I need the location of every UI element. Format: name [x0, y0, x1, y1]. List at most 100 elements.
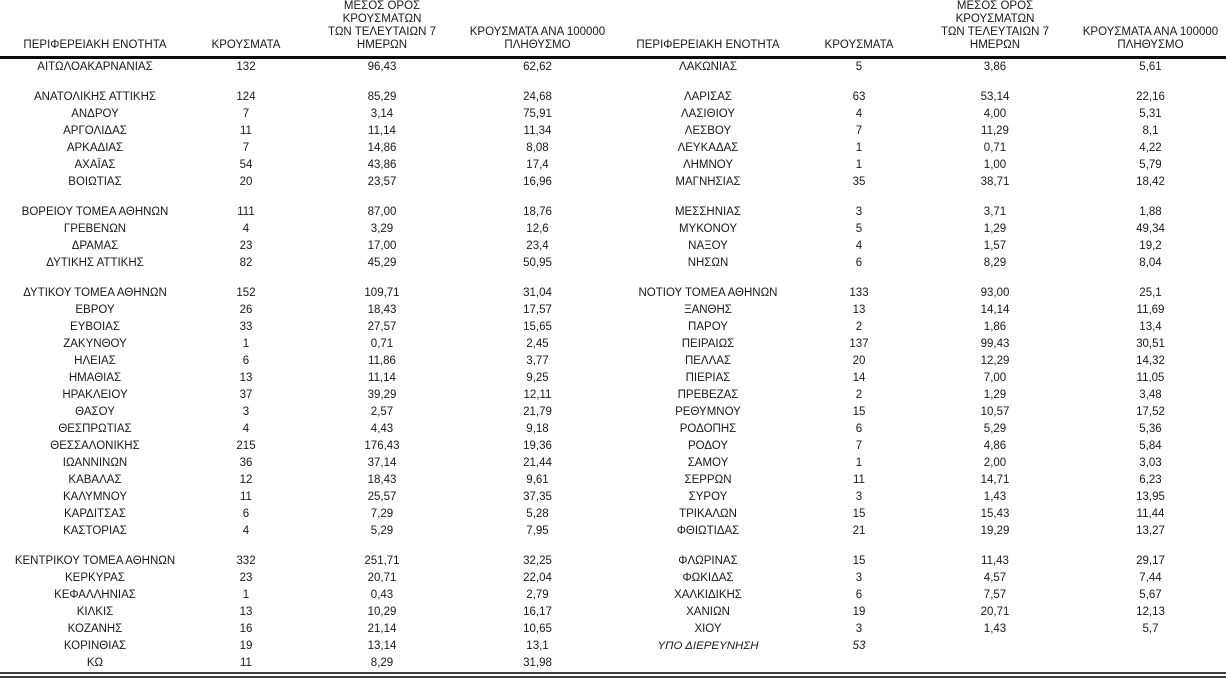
table-row: ΚΕΡΚΥΡΑΣ 23 20,71 22,04 ΦΩΚΙΔΑΣ 3 4,57 7,44	[0, 570, 1226, 587]
per100k-cell: 13,95	[1136, 491, 1165, 503]
region-cell: ΑΝΔΡΟΥ	[71, 108, 119, 120]
avg7-cell: 14,71	[980, 474, 1010, 486]
avg7-cell: 85,29	[367, 91, 397, 103]
per100k-cell: 22,04	[523, 572, 552, 584]
cases-cell: 20	[239, 176, 253, 188]
per100k-cell: 13,1	[526, 640, 549, 652]
spacer-row	[0, 272, 1226, 285]
avg7-cell: 18,43	[367, 474, 397, 486]
cases-cell: 23	[239, 572, 253, 584]
table-row: ΔΥΤΙΚΟΥ ΤΟΜΕΑ ΑΘΗΝΩΝ 152 109,71 31,04 ΝΟΤΙΟΥ…	[0, 285, 1226, 302]
cases-cell: 7	[242, 142, 250, 154]
avg7-cell	[915, 638, 1075, 655]
avg7-cell: 99,43	[980, 338, 1010, 350]
region-cell: ΝΗΣΩΝ	[687, 257, 729, 269]
avg7-cell: 21,14	[367, 623, 397, 635]
cases-cell: 13	[852, 304, 866, 316]
table-row: ΚΑΛΥΜΝΟΥ 11 25,57 37,35 ΣΥΡΟΥ 3 1,43 13,95	[0, 489, 1226, 506]
avg7-cell: 93,00	[980, 287, 1010, 299]
cases-cell: 4	[242, 223, 250, 235]
cases-cell: 1	[242, 589, 250, 601]
per100k-cell: 19,36	[523, 440, 552, 452]
avg7-cell: 109,71	[364, 287, 400, 299]
per100k-cell: 12,6	[526, 223, 549, 235]
bottom-double-rule	[0, 672, 1226, 678]
cases-cell: 16	[239, 623, 253, 635]
region-cell: ΚΙΛΚΙΣ	[76, 606, 114, 618]
avg7-cell: 1,00	[983, 159, 1007, 171]
avg7-cell	[915, 655, 1075, 672]
region-cell: ΘΕΣΠΡΩΤΙΑΣ	[58, 423, 132, 435]
cases-cell: 6	[242, 355, 250, 367]
cases-cell	[803, 76, 915, 89]
cases-cell: 53	[852, 640, 866, 652]
header-avg7-left: ΜΕΣΟΣ ΟΡΟΣ ΚΡΟΥΣΜΑΤΩΝ ΤΩΝ ΤΕΛΕΥΤΑΙΩΝ 7 Η…	[302, 0, 462, 59]
cases-cell: 7	[855, 125, 863, 137]
per100k-cell: 7,44	[1139, 572, 1162, 584]
table-row: ΗΜΑΘΙΑΣ 13 11,14 9,25 ΠΙΕΡΙΑΣ 14 7,00 11,05	[0, 370, 1226, 387]
avg7-cell: 0,43	[370, 589, 394, 601]
cases-cell	[190, 76, 302, 89]
per100k-cell	[462, 191, 613, 204]
region-cell: ΜΕΣΣΗΝΙΑΣ	[674, 206, 742, 218]
per100k-cell: 25,1	[1139, 287, 1162, 299]
cases-cell: 26	[239, 304, 253, 316]
cases-cell: 5	[855, 61, 863, 73]
avg7-cell: 4,43	[370, 423, 394, 435]
table-row: ΖΑΚΥΝΘΟΥ 1 0,71 2,45 ΠΕΙΡΑΙΩΣ 137 99,43 30,51	[0, 336, 1226, 353]
region-cell: ΑΧΑΪΑΣ	[74, 159, 116, 171]
region-cell: ΘΑΣΟΥ	[75, 406, 115, 418]
per100k-cell: 2,45	[526, 338, 549, 350]
table-row: ΚΕΦΑΛΛΗΝΙΑΣ 1 0,43 2,79 ΧΑΛΚΙΔΙΚΗΣ 6 7,57 5,67	[0, 587, 1226, 604]
cases-cell: 137	[849, 338, 869, 350]
avg7-cell: 87,00	[367, 206, 397, 218]
avg7-cell: 20,71	[980, 606, 1010, 618]
avg7-cell	[302, 272, 462, 285]
per100k-cell: 5,84	[1139, 440, 1162, 452]
per100k-cell: 8,08	[526, 142, 549, 154]
avg7-cell: 1,57	[983, 240, 1007, 252]
avg7-cell: 45,29	[367, 257, 397, 269]
cases-cell: 63	[852, 91, 866, 103]
avg7-cell: 15,43	[980, 508, 1010, 520]
per100k-cell: 19,2	[1139, 240, 1162, 252]
cases-cell: 21	[852, 525, 866, 537]
avg7-cell: 1,86	[983, 321, 1007, 333]
header-cases-left: ΚΡΟΥΣΜΑΤΑ	[190, 0, 302, 59]
cases-cell	[803, 540, 915, 553]
table-row: ΔΡΑΜΑΣ 23 17,00 23,4 ΝΑΞΟΥ 4 1,57 19,2	[0, 238, 1226, 255]
avg7-cell	[915, 191, 1075, 204]
per100k-cell: 11,34	[523, 125, 552, 137]
per100k-cell: 3,03	[1139, 457, 1162, 469]
avg7-cell: 13,14	[367, 640, 397, 652]
cases-cell: 15	[852, 555, 866, 567]
cases-cell: 4	[242, 423, 250, 435]
avg7-cell: 4,57	[983, 572, 1007, 584]
region-cell: ΔΡΑΜΑΣ	[71, 240, 119, 252]
region-cell: ΦΩΚΙΔΑΣ	[682, 572, 734, 584]
per100k-cell	[462, 540, 613, 553]
header-region-right: ΠΕΡΙΦΕΡΕΙΑΚΗ ΕΝΟΤΗΤΑ	[613, 0, 803, 59]
region-cell: ΛΑΚΩΝΙΑΣ	[679, 61, 737, 73]
per100k-cell: 2,79	[526, 589, 549, 601]
region-cell	[0, 76, 190, 89]
cases-cell: 5	[855, 223, 863, 235]
cases-cell: 11	[240, 491, 252, 503]
cases-cell: 7	[855, 440, 863, 452]
cases-cell: 15	[852, 406, 866, 418]
avg7-cell: 7,29	[370, 508, 394, 520]
per100k-cell: 31,04	[523, 287, 552, 299]
region-cell	[0, 540, 190, 553]
per100k-cell: 30,51	[1136, 338, 1165, 350]
per100k-cell: 5,61	[1139, 61, 1162, 73]
avg7-cell: 8,29	[370, 657, 394, 669]
cases-cell: 4	[242, 525, 250, 537]
avg7-cell: 11,29	[981, 125, 1009, 137]
per100k-cell: 10,65	[523, 623, 552, 635]
region-cell: ΦΛΩΡΙΝΑΣ	[678, 555, 738, 567]
avg7-cell: 37,14	[367, 457, 397, 469]
region-cell: ΝΑΞΟΥ	[688, 240, 728, 252]
spacer-row	[0, 540, 1226, 553]
region-cell: ΣΑΜΟΥ	[687, 457, 729, 469]
region-cell: ΑΡΓΟΛΙΔΑΣ	[63, 125, 127, 137]
